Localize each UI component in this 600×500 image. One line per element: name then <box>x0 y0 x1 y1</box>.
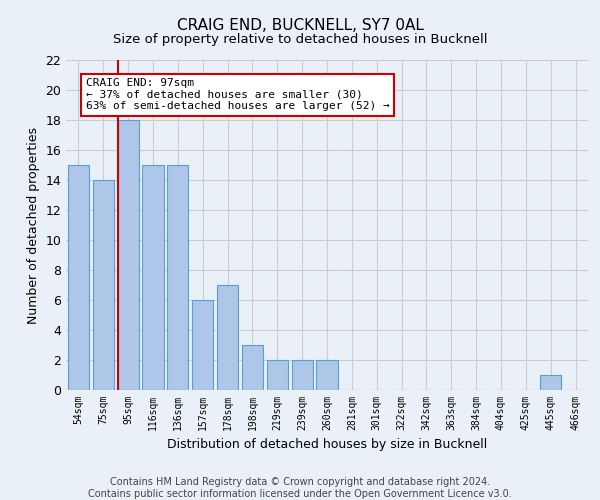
Bar <box>217 285 238 390</box>
Bar <box>316 360 338 390</box>
Y-axis label: Number of detached properties: Number of detached properties <box>27 126 40 324</box>
Bar <box>267 360 288 390</box>
Bar <box>167 165 188 390</box>
Bar <box>142 165 164 390</box>
Bar <box>242 345 263 390</box>
Bar <box>540 375 561 390</box>
Bar <box>93 180 114 390</box>
Text: CRAIG END: 97sqm
← 37% of detached houses are smaller (30)
63% of semi-detached : CRAIG END: 97sqm ← 37% of detached house… <box>86 78 389 111</box>
Bar <box>292 360 313 390</box>
X-axis label: Distribution of detached houses by size in Bucknell: Distribution of detached houses by size … <box>167 438 487 452</box>
Bar <box>68 165 89 390</box>
Text: Size of property relative to detached houses in Bucknell: Size of property relative to detached ho… <box>113 32 487 46</box>
Bar <box>118 120 139 390</box>
Text: CRAIG END, BUCKNELL, SY7 0AL: CRAIG END, BUCKNELL, SY7 0AL <box>176 18 424 32</box>
Bar <box>192 300 213 390</box>
Text: Contains HM Land Registry data © Crown copyright and database right 2024.
Contai: Contains HM Land Registry data © Crown c… <box>88 478 512 499</box>
